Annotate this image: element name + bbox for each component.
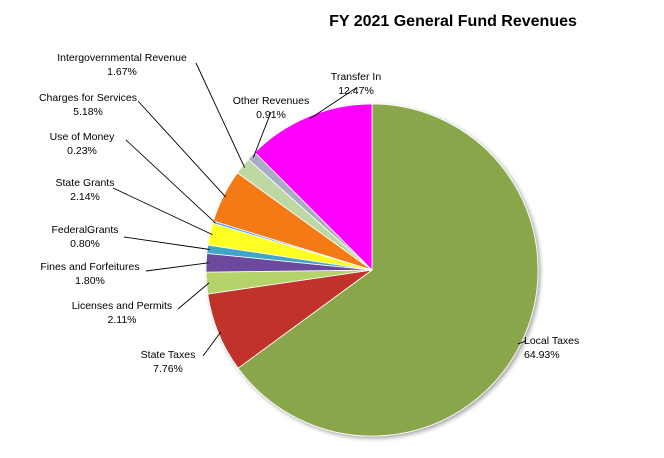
leader-line-local-taxes bbox=[517, 340, 527, 345]
slice-labels: Local Taxes 64.93% State Taxes 7.76% License… bbox=[39, 52, 579, 375]
slice-label-federalgrants: FederalGrants 0.80% bbox=[51, 224, 118, 250]
slice-label-charges-for-services: Charges for Services 5.18% bbox=[39, 92, 137, 118]
slice-label-value: 12.47% bbox=[338, 85, 374, 97]
slice-label-name: Charges for Services bbox=[39, 92, 137, 104]
slice-label-value: 2.14% bbox=[70, 191, 100, 203]
slice-label-name: Intergovernmental Revenue bbox=[57, 52, 187, 64]
slice-label-value: 1.67% bbox=[107, 66, 137, 78]
slice-label-name: Transfer In bbox=[331, 71, 382, 83]
leader-line-intergovernmental-revenue bbox=[195, 62, 246, 168]
slice-label-value: 64.93% bbox=[524, 349, 560, 361]
slice-label-value: 5.18% bbox=[73, 106, 103, 118]
leader-line-fines-and-forfeitures bbox=[145, 262, 209, 272]
slice-label-intergovernmental-revenue: Intergovernmental Revenue 1.67% bbox=[57, 52, 187, 78]
slice-label-name: Other Revenues bbox=[233, 95, 309, 107]
slice-label-name: Local Taxes bbox=[524, 335, 579, 347]
pie-slice-transfer-in bbox=[254, 103, 373, 271]
leader-line-use-of-money bbox=[125, 139, 216, 224]
slice-label-other-revenues: Other Revenues 0.91% bbox=[233, 95, 309, 121]
slice-label-name: Licenses and Permits bbox=[72, 300, 172, 312]
leader-line-other-revenues bbox=[252, 111, 272, 158]
chart-title: FY 2021 General Fund Revenues bbox=[329, 13, 577, 30]
leader-line-state-taxes bbox=[202, 331, 222, 357]
slice-label-use-of-money: Use of Money 0.23% bbox=[50, 131, 116, 157]
slice-label-state-grants: State Grants 2.14% bbox=[56, 177, 115, 203]
slice-label-name: Fines and Forfeitures bbox=[40, 261, 139, 273]
slice-label-value: 0.91% bbox=[256, 109, 286, 121]
leader-line-federalgrants bbox=[123, 236, 210, 250]
leader-lines bbox=[112, 62, 527, 357]
slice-label-value: 1.80% bbox=[75, 275, 105, 287]
slice-label-value: 0.23% bbox=[67, 145, 97, 157]
pie-slice-local-taxes bbox=[237, 103, 539, 437]
slice-label-name: Use of Money bbox=[50, 131, 116, 143]
slice-label-value: 0.80% bbox=[70, 238, 100, 250]
slice-label-value: 7.76% bbox=[153, 363, 183, 375]
leader-line-transfer-in bbox=[309, 87, 357, 120]
slice-label-name: State Taxes bbox=[141, 349, 196, 361]
pie-slices bbox=[205, 103, 539, 437]
slice-label-state-taxes: State Taxes 7.76% bbox=[141, 349, 196, 375]
leader-line-state-grants bbox=[112, 187, 213, 236]
slice-label-transfer-in: Transfer In 12.47% bbox=[331, 71, 382, 97]
slice-label-value: 2.11% bbox=[108, 314, 137, 326]
slice-label-name: State Grants bbox=[56, 177, 115, 189]
leader-line-charges-for-services bbox=[137, 100, 227, 198]
slice-label-name: FederalGrants bbox=[51, 224, 118, 236]
slice-label-licenses-and-permits: Licenses and Permits 2.11% bbox=[72, 300, 172, 326]
leader-line-licenses-and-permits bbox=[177, 282, 210, 310]
slice-label-local-taxes: Local Taxes 64.93% bbox=[524, 335, 579, 361]
slice-label-fines-and-forfeitures: Fines and Forfeitures 1.80% bbox=[40, 261, 139, 287]
